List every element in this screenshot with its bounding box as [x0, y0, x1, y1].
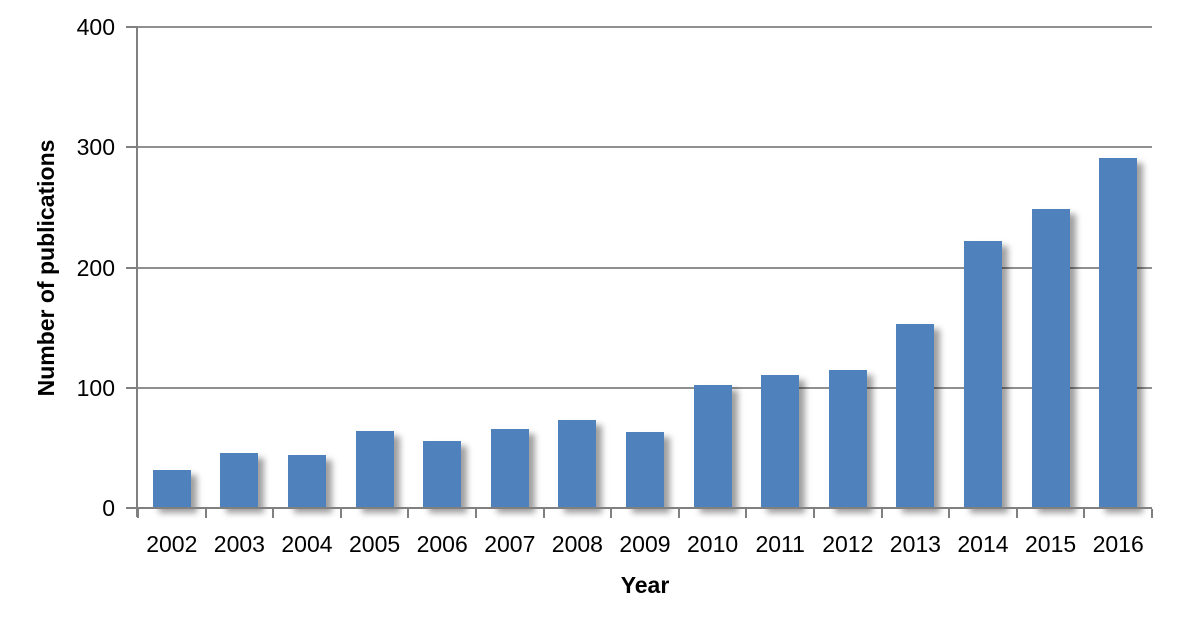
bar-2014: [964, 241, 1002, 508]
bar-2011: [761, 375, 800, 508]
x-axis-tick-label: 2010: [687, 531, 739, 557]
bar-2004: [288, 455, 326, 508]
y-axis-tick-300: [126, 146, 138, 149]
x-axis-tick-label: 2006: [416, 531, 468, 557]
bar-2005: [355, 431, 394, 508]
y-axis-tick-label: 100: [76, 374, 115, 401]
x-axis-tick: [137, 509, 139, 518]
x-axis-tick: [948, 509, 951, 518]
bar-2012: [828, 370, 867, 508]
x-axis-tick-label: 2012: [822, 531, 874, 557]
y-axis-tick-200: [126, 266, 138, 269]
bar-2016: [1099, 158, 1138, 508]
x-axis-tick-label: 2013: [889, 531, 941, 557]
gridline-100: [138, 386, 1152, 389]
y-axis-tick-label: 0: [102, 495, 115, 521]
y-axis-tick-100: [126, 386, 138, 389]
x-axis-tick-label: 2002: [146, 531, 198, 557]
y-axis-tick-400: [126, 26, 138, 28]
x-axis-tick-label: 2005: [349, 531, 401, 557]
x-axis-tick: [475, 509, 477, 518]
x-axis-tick-label: 2008: [551, 531, 603, 557]
y-axis-tick-label: 400: [76, 14, 115, 40]
x-axis-tick-label: 2007: [484, 531, 536, 557]
x-axis-tick: [272, 509, 275, 518]
x-axis-tick: [1151, 509, 1153, 518]
x-axis-tick: [1015, 509, 1018, 518]
gridline-300: [138, 146, 1152, 149]
x-axis-tick-label: 2016: [1092, 531, 1144, 557]
x-axis-tick: [204, 509, 207, 518]
bar-2008: [558, 420, 597, 508]
x-axis-tick: [407, 509, 410, 518]
gridline-200: [138, 266, 1152, 269]
x-axis-tick: [745, 509, 748, 518]
x-axis-tick-label: 2015: [1025, 531, 1077, 557]
x-axis-tick-label: 2004: [281, 531, 333, 557]
x-axis-tick: [1083, 509, 1086, 518]
y-axis-tick-label: 300: [76, 134, 115, 161]
x-axis-tick: [339, 509, 342, 518]
bar-2007: [490, 429, 529, 508]
x-axis-tick: [610, 509, 613, 518]
x-axis-tick: [542, 509, 545, 518]
bar-2003: [220, 453, 259, 508]
bar-2002: [152, 470, 191, 508]
bar-2015: [1031, 209, 1070, 508]
x-axis-tick-label: 2014: [957, 531, 1009, 557]
bar-2009: [626, 432, 664, 508]
x-axis-tick-label: 2003: [213, 531, 265, 557]
x-axis-tick-label: 2011: [755, 531, 805, 557]
bar-2006: [423, 441, 462, 508]
gridline-400: [138, 26, 1152, 28]
x-axis-tick: [677, 509, 680, 518]
x-axis-tick: [880, 509, 883, 518]
y-axis-tick-label: 200: [76, 254, 115, 281]
x-axis-title: Year: [620, 572, 670, 598]
bar-2013: [896, 324, 935, 508]
x-axis-tick: [813, 509, 815, 518]
y-axis-tick-0: [126, 507, 138, 509]
bar-2010: [693, 385, 732, 508]
x-axis-tick-label: 2009: [619, 531, 671, 557]
x-axis-line: [136, 507, 1152, 509]
y-axis-line: [136, 27, 138, 517]
plot-area: [138, 26, 1152, 508]
